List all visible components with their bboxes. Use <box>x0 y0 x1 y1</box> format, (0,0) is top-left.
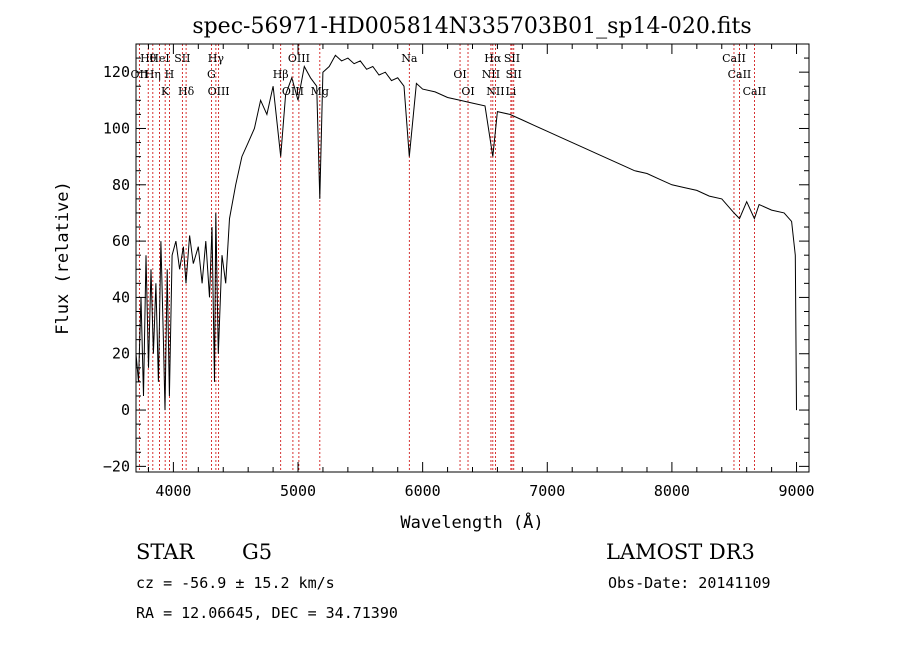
line-label-10: G <box>207 68 216 81</box>
subclass: G5 <box>242 540 273 564</box>
y-axis-label: Flux (relative) <box>53 181 73 335</box>
line-label-3: HeI <box>149 52 169 65</box>
spectral-line-markers <box>138 44 755 472</box>
y-tick-label-1: 0 <box>121 401 130 419</box>
x-tick-label-4: 8000 <box>654 482 690 500</box>
x-axis-ticks: 4000 5000 6000 7000 8000 9000 <box>147 44 815 500</box>
y-tick-label-3: 40 <box>112 288 130 306</box>
x-tick-label-3: 7000 <box>529 482 565 500</box>
line-label-17: OI <box>461 85 474 98</box>
line-label-13: Hβ <box>273 68 289 81</box>
y-tick-label-0: −20 <box>103 457 130 475</box>
line-label-19: NII <box>482 68 500 81</box>
line-label-23: Li <box>505 85 516 98</box>
x-tick-label-5: 9000 <box>778 482 814 500</box>
line-label-16: OI <box>453 68 466 81</box>
x-axis-label: Wavelength (Å) <box>400 511 543 533</box>
line-label-6: SII <box>174 52 190 65</box>
x-tick-label-0: 4000 <box>155 482 191 500</box>
y-tick-label-7: 120 <box>103 63 130 81</box>
y-tick-label-2: 20 <box>112 345 130 363</box>
y-tick-label-6: 100 <box>103 119 130 137</box>
x-tick-label-2: 6000 <box>405 482 441 500</box>
x-tick-label-1: 5000 <box>280 482 316 500</box>
line-label-4: Hη <box>145 68 161 81</box>
spectral-line-labels: Hθ OII K HeI Hη Hδ SII H OIII Hγ G OIII OIII Hβ Mg Na OI… <box>131 52 767 98</box>
line-label-14: Mg <box>311 85 329 98</box>
chart-title: spec-56971-HD005814N335703B01_sp14-020.f… <box>192 14 751 39</box>
spectrum-line <box>135 54 797 411</box>
line-label-7: H <box>165 68 175 81</box>
coordinates: RA = 12.06645, DEC = 34.71390 <box>136 604 398 622</box>
line-label-22: SII <box>506 68 522 81</box>
survey-name: LAMOST DR3 <box>606 540 755 564</box>
line-label-21: SII <box>504 52 520 65</box>
line-label-18: Hα <box>484 52 502 65</box>
line-label-25: CaII <box>728 68 752 81</box>
line-label-24: CaII <box>722 52 746 65</box>
line-label-15: Na <box>401 52 418 65</box>
line-label-20: NII <box>486 85 504 98</box>
line-label-11: OIII <box>282 85 304 98</box>
redshift-line: cz = -56.9 ± 15.2 km/s <box>136 574 335 592</box>
line-label-5: Hδ <box>178 85 195 98</box>
object-class: STAR <box>136 540 195 564</box>
plot-frame <box>135 43 810 473</box>
obs-date: Obs-Date: 20141109 <box>608 574 771 592</box>
line-label-8: OIII <box>208 85 230 98</box>
line-label-0: Hθ <box>140 52 157 65</box>
y-axis-ticks: −20 0 20 40 60 80 100 120 <box>103 57 809 475</box>
line-label-2: K <box>161 85 170 98</box>
y-tick-label-4: 60 <box>112 232 130 250</box>
line-label-12: OIII <box>288 52 310 65</box>
line-label-1: OII <box>131 68 149 81</box>
line-label-9: Hγ <box>208 52 225 65</box>
y-tick-label-5: 80 <box>112 176 130 194</box>
line-label-26: CaII <box>743 85 767 98</box>
